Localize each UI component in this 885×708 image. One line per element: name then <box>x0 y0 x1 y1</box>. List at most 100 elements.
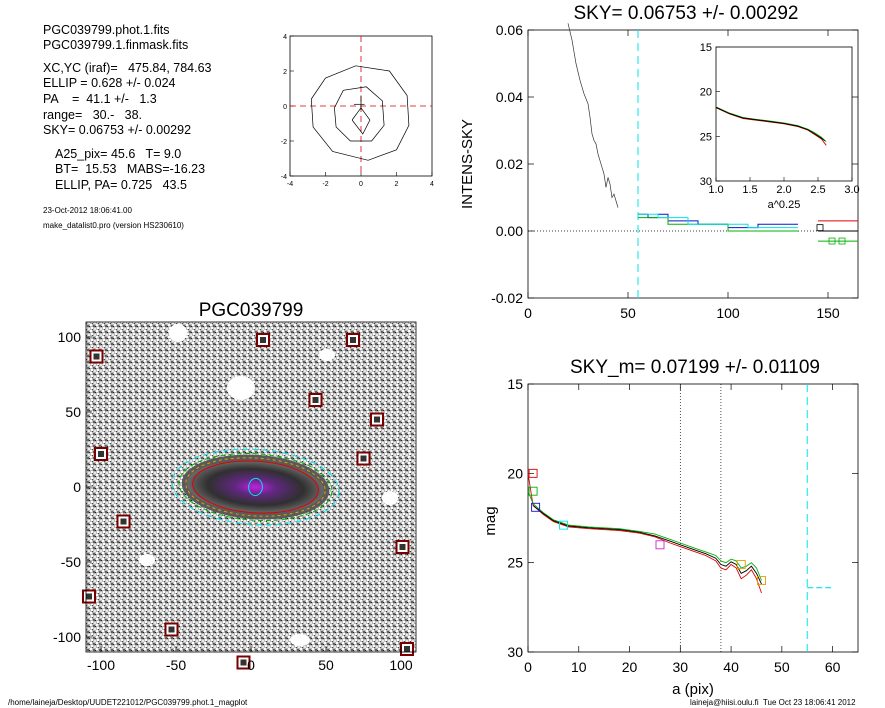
inset-xtick-label: 2.0 <box>776 184 791 196</box>
contour-xtick-label: -4 <box>287 181 293 188</box>
intens-sky-axes: 0 50 100 150 -0.02 0.00 0.02 0.04 0.06 <box>491 22 858 321</box>
mag-marker <box>528 468 538 478</box>
inset-ytick-label: 25 <box>700 131 712 143</box>
mag-ytick-label: 25 <box>507 555 523 571</box>
masked-star-core <box>240 659 247 666</box>
intens-ytick-label: 0.00 <box>496 223 523 239</box>
contour-xtick-label: 4 <box>430 181 434 188</box>
intens-ytick-label: -0.02 <box>491 290 523 306</box>
mag-marker <box>531 502 541 512</box>
mag-ytick-label: 15 <box>507 376 523 392</box>
intens-series-line <box>638 213 798 229</box>
galaxy-isophote <box>185 457 326 517</box>
footer-user: laineja@hiisi.oulu.fi Tue Oct 23 18:06:4… <box>690 698 856 707</box>
footer-path: /home/laineja/Desktop/UUDET221012/PGC039… <box>8 698 248 707</box>
mag-marker <box>655 540 665 550</box>
mag-xlabel: a (pix) <box>672 681 714 698</box>
inset-frame <box>715 46 853 182</box>
mag-ytick-label: 30 <box>507 644 523 660</box>
contour-ticks: -4 -2 0 2 4 -4 -2 0 2 4 <box>281 34 434 188</box>
galaxy-ytick-label: 100 <box>58 329 82 345</box>
fit-range: range= 30.- 38. <box>43 108 143 122</box>
galaxy-image-panel: PGC039799 -100 -50 0 50 100 -100 -50 0 50 100 <box>53 300 417 673</box>
mask-blob <box>319 349 335 361</box>
intens-marker <box>816 224 824 232</box>
intens-xtick-label: 100 <box>716 305 740 321</box>
mag-ytick-label: 20 <box>507 465 523 481</box>
mag-title: SKY_m= 0.07199 +/- 0.01109 <box>570 357 820 378</box>
galaxy-xtick-label: 50 <box>318 657 334 673</box>
mag-xtick-label: 30 <box>673 659 689 675</box>
fits-file-name: PGC039799.phot.1.fits <box>43 23 170 37</box>
masked-star-core <box>404 646 410 652</box>
galaxy-title: PGC039799 <box>199 300 304 321</box>
inset-xlabel: a^0.25 <box>768 199 801 211</box>
inset-axes: 1.0 1.5 2.0 2.5 3.0 15 20 25 30 <box>700 42 860 196</box>
mag-marker <box>757 576 766 585</box>
mag-xtick-label: 60 <box>825 659 841 675</box>
galaxy-layer <box>171 448 340 526</box>
mag-series-line <box>527 491 762 581</box>
mag-profile-plot: SKY_m= 0.07199 +/- 0.01109 mag a (pix) 0… <box>482 357 859 698</box>
intens-series-line <box>638 213 798 229</box>
contour-xtick-label: -2 <box>322 181 328 188</box>
contour-line <box>334 86 385 142</box>
inset-xtick-label: 3.0 <box>844 184 859 196</box>
inset-ytick-label: 20 <box>700 87 712 99</box>
masked-blobs <box>139 324 398 646</box>
galaxy-ytick-label: -100 <box>53 629 81 645</box>
contour-lines <box>310 65 410 161</box>
mag-frame <box>527 383 859 653</box>
intens-sky-ylabel: INTENS-SKY <box>459 119 476 209</box>
mag-xtick-label: 10 <box>571 659 587 675</box>
masked-star-core <box>374 416 380 423</box>
masked-star-core <box>260 337 266 343</box>
galaxy-isophote <box>248 477 263 497</box>
contour-xtick-label: 0 <box>359 181 363 188</box>
masked-star-core <box>168 626 175 633</box>
inset-series-line <box>715 106 826 142</box>
mag-series-line <box>527 473 762 594</box>
mag-marker <box>736 560 746 569</box>
contour-xtick-label: 2 <box>395 181 399 188</box>
mask-blob <box>139 554 155 566</box>
a25-line: A25_pix= 45.6 T= 9.0 <box>55 147 182 161</box>
intens-xtick-label: 50 <box>620 305 636 321</box>
galaxy-ytick-label: -50 <box>61 554 81 570</box>
inset-ytick-label: 15 <box>700 42 712 54</box>
galaxy-xtick-label: -50 <box>166 657 186 673</box>
inset-xtick-label: 1.0 <box>708 184 723 196</box>
masked-star-core <box>86 593 92 600</box>
sky-value: SKY= 0.06753 +/- 0.00292 <box>43 123 192 137</box>
position-angle: PA = 41.1 +/- 1.3 <box>43 92 157 106</box>
bt-line: BT= 15.53 MABS=-16.23 <box>55 162 206 176</box>
intens-xtick-label: 0 <box>524 305 532 321</box>
mag-xtick-label: 50 <box>774 659 790 675</box>
galaxy-ytick-label: 0 <box>73 479 81 495</box>
mag-ylabel: mag <box>482 506 499 535</box>
inset-series <box>715 106 827 146</box>
mag-xtick-label: 0 <box>524 659 532 675</box>
mask-file-name: PGC039799.1.finmask.fits <box>43 38 189 52</box>
masked-star-core <box>350 337 356 343</box>
intens-marker <box>838 237 846 245</box>
mag-xtick-label: 20 <box>622 659 638 675</box>
program-version: make_datalist0.pro (version HS230610) <box>43 221 184 230</box>
mask-blob <box>227 376 255 400</box>
contour-ytick-label: 4 <box>283 34 287 41</box>
galaxy-xtick-label: 0 <box>247 657 255 673</box>
contour-ytick-label: -4 <box>281 174 287 181</box>
timestamp: 23-Oct-2012 18:06:41.00 <box>43 206 132 215</box>
intens-sky-series <box>567 23 858 245</box>
intens-ytick-label: 0.06 <box>496 22 523 38</box>
intens-sky-title: SKY= 0.06753 +/- 0.00292 <box>573 3 798 24</box>
masked-star-core <box>120 518 127 525</box>
inset-xtick-label: 2.5 <box>810 184 825 196</box>
intens-ytick-label: 0.02 <box>496 156 523 172</box>
center-coords: XC,YC (iraf)= 475.84, 784.63 <box>43 61 212 75</box>
intens-xtick-label: 150 <box>816 305 840 321</box>
ellip-pa-line: ELLIP, PA= 0.725 43.5 <box>55 178 187 192</box>
masked-star-core <box>98 451 104 457</box>
ellipticity: ELLIP = 0.628 +/- 0.024 <box>43 76 176 90</box>
